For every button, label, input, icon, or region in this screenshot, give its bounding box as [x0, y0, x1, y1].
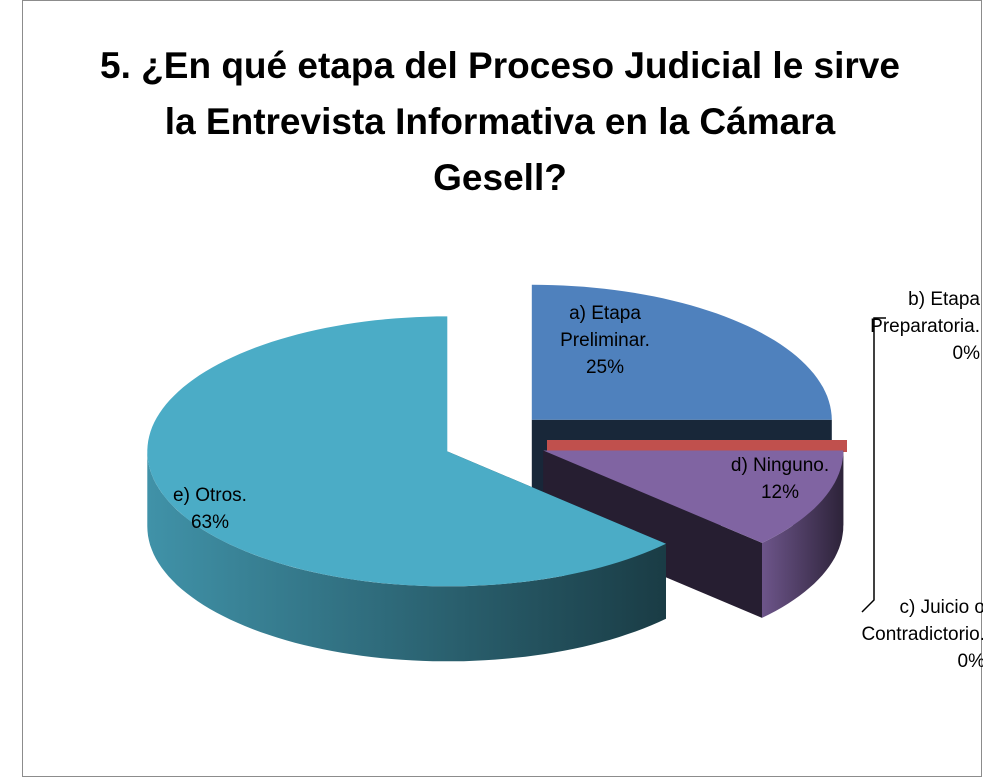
slice-wall: [543, 450, 762, 618]
slice-side: [147, 451, 667, 662]
chart-border: [22, 0, 982, 777]
category-label: e) Otros.: [173, 485, 247, 506]
value-label: 25%: [585, 357, 625, 378]
leader-line: [873, 317, 886, 440]
value-label: 0%: [952, 343, 980, 364]
data-label: c) Juicio o Contradictorio. 0%: [805, 594, 983, 675]
category-label: d) Ninguno.: [730, 455, 830, 476]
value-label: 63%: [190, 512, 230, 533]
slice: [531, 284, 832, 420]
category-label: a) Etapa Preliminar.: [560, 303, 650, 351]
data-label: a) Etapa Preliminar. 25%: [540, 300, 670, 381]
chart-title: 5. ¿En qué etapa del Proceso Judicial le…: [100, 45, 900, 198]
value-label: 0%: [957, 651, 983, 672]
category-label: c) Juicio o Contradictorio.: [861, 597, 983, 645]
slice: [147, 316, 667, 587]
slice: [543, 450, 844, 543]
leader-line: [861, 440, 875, 613]
data-label: b) Etapa Preparatoria. 0%: [820, 286, 980, 367]
category-label: b) Etapa Preparatoria.: [870, 289, 980, 337]
data-label: d) Ninguno. 12%: [690, 452, 870, 506]
slice-zero: [547, 440, 847, 452]
value-label: 12%: [760, 482, 800, 503]
data-label: e) Otros. 63%: [145, 482, 275, 536]
slice-side: [762, 450, 844, 618]
